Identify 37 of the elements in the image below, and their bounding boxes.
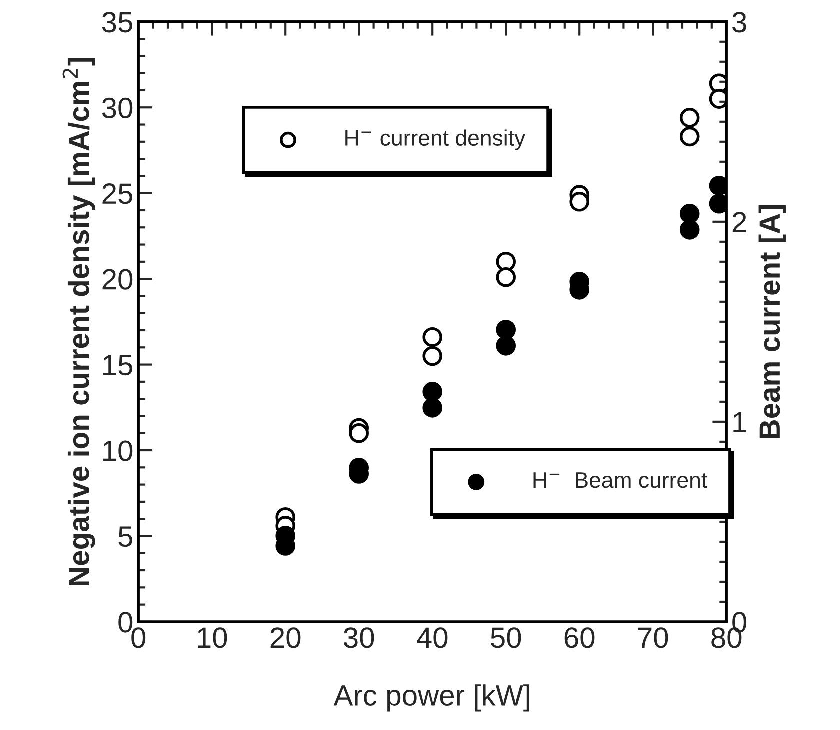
point [570, 192, 590, 212]
legend-label: H$^{−}$ Beam current [534, 472, 708, 488]
point [680, 204, 700, 224]
y-tick-label: 20 [102, 269, 133, 290]
legend-label: H$^{−}$ current density [346, 130, 526, 150]
x-tick-label: 40 [417, 628, 448, 648]
y2-axis-title: Beam current [A] [758, 205, 786, 438]
x-tick-label: 0 [132, 628, 146, 648]
y-tick-label: 10 [104, 440, 133, 462]
y2-tick-label: 2 [732, 212, 746, 232]
y-tick-label: 30 [102, 98, 133, 118]
point [496, 320, 516, 340]
x-tick-label: 10 [198, 628, 228, 648]
x-axis-title: Arc power [kW] [334, 684, 530, 712]
y-tick-label: 25 [102, 184, 133, 204]
x-tick-label: 50 [491, 628, 522, 648]
y-axis-title: Negative ion current density [mA/cm$^{2}$] [62, 58, 96, 586]
x-tick-label: 20 [270, 628, 301, 648]
y-tick-label: 5 [118, 526, 133, 548]
x-tick-label: 70 [638, 628, 668, 648]
point [496, 336, 516, 356]
point [422, 398, 442, 418]
point [680, 126, 700, 147]
x-tick-label: 60 [564, 628, 595, 648]
point [680, 220, 700, 240]
point [496, 267, 516, 288]
point [349, 423, 369, 444]
x-tick-label: 30 [344, 628, 374, 648]
point [680, 108, 700, 128]
y2-tick-label: 1 [734, 412, 746, 433]
point [422, 346, 442, 366]
y2-tick-label: 3 [732, 12, 746, 33]
point [422, 327, 442, 348]
y-tick-label: 0 [118, 612, 133, 633]
y-tick-label: 35 [102, 12, 133, 33]
y-tick-label: 15 [104, 355, 133, 376]
point [422, 382, 442, 402]
